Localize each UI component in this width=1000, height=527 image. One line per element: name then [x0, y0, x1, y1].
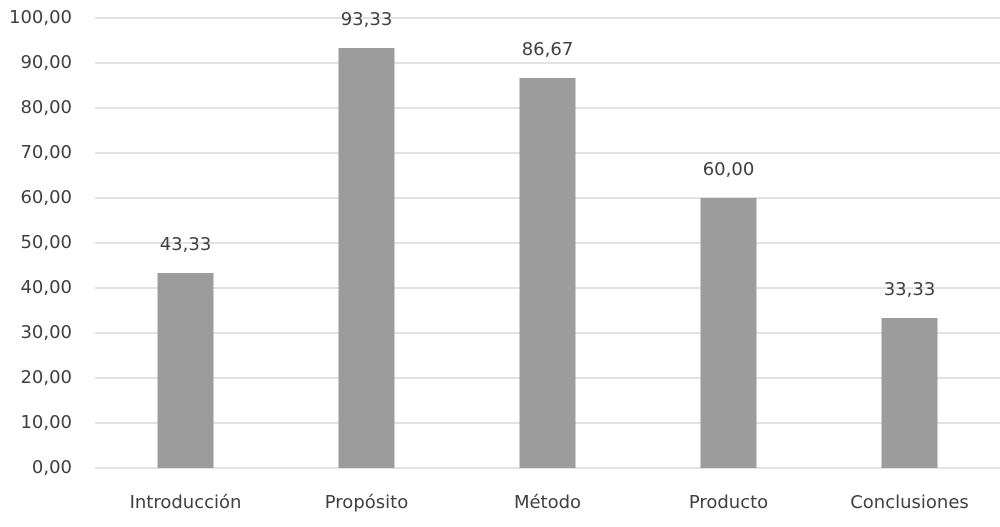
- y-tick-label: 60,00: [20, 187, 72, 208]
- y-tick-label: 30,00: [20, 322, 72, 343]
- y-tick-label: 20,00: [20, 367, 72, 388]
- x-tick-label: Propósito: [325, 492, 408, 513]
- y-tick-label: 70,00: [20, 142, 72, 163]
- data-label: 60,00: [703, 159, 755, 180]
- bar: [881, 318, 938, 468]
- bar: [519, 77, 576, 469]
- data-label: 43,33: [160, 234, 212, 255]
- x-tick-label: Método: [514, 492, 581, 513]
- bar: [338, 48, 395, 468]
- y-tick-label: 10,00: [20, 412, 72, 433]
- y-tick-label: 90,00: [20, 52, 72, 73]
- y-tick-label: 50,00: [20, 232, 72, 253]
- y-tick-label: 40,00: [20, 277, 72, 298]
- data-label: 93,33: [341, 9, 393, 30]
- x-tick-label: Producto: [689, 492, 768, 513]
- x-tick-label: Introducción: [130, 492, 242, 513]
- data-label: 86,67: [522, 39, 574, 60]
- bar: [700, 198, 757, 468]
- y-tick-label: 80,00: [20, 97, 72, 118]
- data-label: 33,33: [884, 279, 936, 300]
- y-tick-label: 0,00: [32, 457, 72, 478]
- x-tick-label: Conclusiones: [850, 492, 969, 513]
- y-tick-label: 100,00: [9, 7, 72, 28]
- bar: [157, 273, 214, 468]
